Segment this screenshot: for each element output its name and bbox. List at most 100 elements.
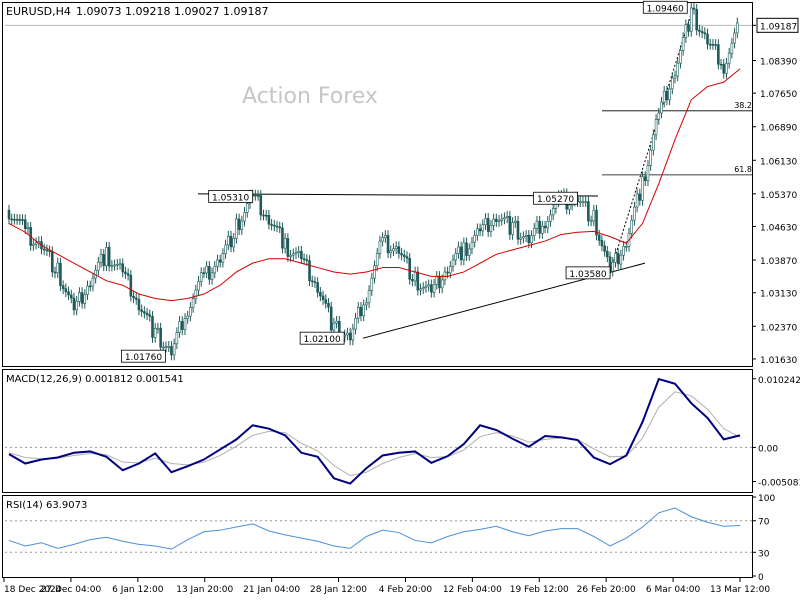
candle-body	[638, 193, 642, 201]
candle-body	[587, 201, 590, 222]
candle-body	[392, 248, 395, 252]
annotation-label: 1.03580	[569, 270, 606, 280]
candle-body	[435, 276, 439, 285]
candle-body	[503, 217, 506, 220]
candle-body	[457, 246, 460, 254]
price-tick-label: 1.03130	[760, 290, 797, 300]
candle-body	[208, 266, 211, 280]
candle-body	[191, 298, 195, 308]
candle-body	[511, 222, 514, 235]
candle-body	[80, 292, 84, 304]
candle-body	[170, 346, 173, 356]
candle-body	[72, 297, 76, 311]
candle-body	[735, 22, 739, 34]
candle-body	[262, 214, 265, 217]
annotation-box	[121, 349, 166, 363]
candle-body	[619, 254, 623, 265]
candle-body	[394, 246, 398, 250]
candle-body	[687, 24, 690, 32]
price-tick-label: 1.06890	[760, 124, 797, 134]
candle-body	[389, 250, 393, 254]
candle-body	[662, 90, 666, 103]
candle-body	[402, 254, 406, 257]
candle-body	[541, 225, 544, 234]
candle-body	[259, 195, 263, 216]
candle-body	[313, 281, 317, 283]
candle-body	[118, 263, 122, 266]
x-tick-label: 12 Feb 04:00	[443, 585, 502, 595]
price-tick-label: 1.02370	[760, 323, 797, 333]
candle-body	[421, 287, 425, 290]
macd-signal-line	[8, 391, 741, 477]
candle-body	[148, 314, 152, 317]
candle-body	[156, 327, 160, 330]
x-tick-label: 4 Feb 20:00	[379, 585, 433, 595]
price-annotations: 1.09460 1.05310 1.05270 1.03580 1.02100 1.017…	[121, 0, 688, 363]
candle-body	[110, 265, 114, 267]
candle-body	[10, 218, 14, 221]
price-axis: 1.09187 1.08390 1.07650 1.06890 1.06130 1.053…	[5, 17, 799, 366]
candle-body	[508, 216, 512, 235]
candle-body	[578, 201, 582, 204]
candle-body	[199, 272, 203, 282]
candle-body	[684, 24, 688, 38]
candle-body	[657, 112, 661, 120]
candle-body	[53, 271, 57, 274]
candle-body	[137, 299, 141, 311]
candle-body	[706, 33, 709, 45]
candle-body	[316, 282, 319, 293]
ohlc-label: 1.09073 1.09218 1.09027 1.09187	[76, 5, 268, 18]
candle-body	[13, 218, 16, 221]
candle-body	[194, 289, 198, 300]
candle-body	[18, 219, 22, 221]
candle-body	[229, 235, 233, 248]
candle-body	[237, 218, 241, 231]
candle-body	[218, 259, 222, 263]
candle-body	[722, 64, 726, 74]
candle-body	[465, 242, 468, 256]
candle-body	[622, 246, 625, 256]
candle-body	[227, 235, 230, 246]
candle-body	[405, 256, 409, 259]
price-tick-label: 1.07650	[760, 90, 797, 100]
candle-body	[327, 303, 330, 308]
candle-body	[143, 311, 146, 314]
candle-body	[34, 242, 38, 245]
candle-body	[167, 346, 171, 348]
candle-body	[151, 316, 154, 338]
candle-body	[216, 259, 219, 267]
candle-body	[59, 262, 62, 286]
candle-body	[725, 62, 728, 74]
price-tick-label: 1.06130	[760, 157, 797, 167]
candle-body	[449, 266, 452, 274]
candle-body	[275, 225, 279, 228]
candle-body	[719, 63, 723, 66]
x-tick-label: 19 Feb 12:00	[510, 585, 569, 595]
candle-body	[278, 226, 282, 229]
candle-body	[676, 62, 680, 77]
candle-body	[411, 279, 414, 282]
annotation-label: 1.05310	[212, 193, 249, 203]
candle-body	[700, 31, 704, 33]
candle-body	[267, 215, 271, 225]
candle-body	[370, 277, 374, 291]
candle-body	[484, 218, 487, 225]
ma-polyline	[8, 68, 741, 302]
candle-body	[164, 346, 168, 349]
candle-body	[597, 234, 601, 241]
price-panel-frame	[2, 2, 753, 367]
candle-body	[205, 266, 208, 274]
candle-body	[75, 300, 78, 311]
candle-body	[78, 292, 81, 302]
candle-body	[470, 241, 474, 250]
candle-body	[126, 273, 130, 276]
candle-body	[671, 77, 674, 90]
candle-body	[335, 320, 338, 324]
candle-body	[495, 218, 498, 222]
x-tick-label: 6 Mar 04:00	[646, 585, 701, 595]
candle-body	[532, 228, 536, 236]
fib-swing-line	[609, 13, 692, 274]
candle-body	[256, 195, 260, 197]
candle-body	[454, 253, 458, 261]
candle-body	[286, 238, 290, 257]
